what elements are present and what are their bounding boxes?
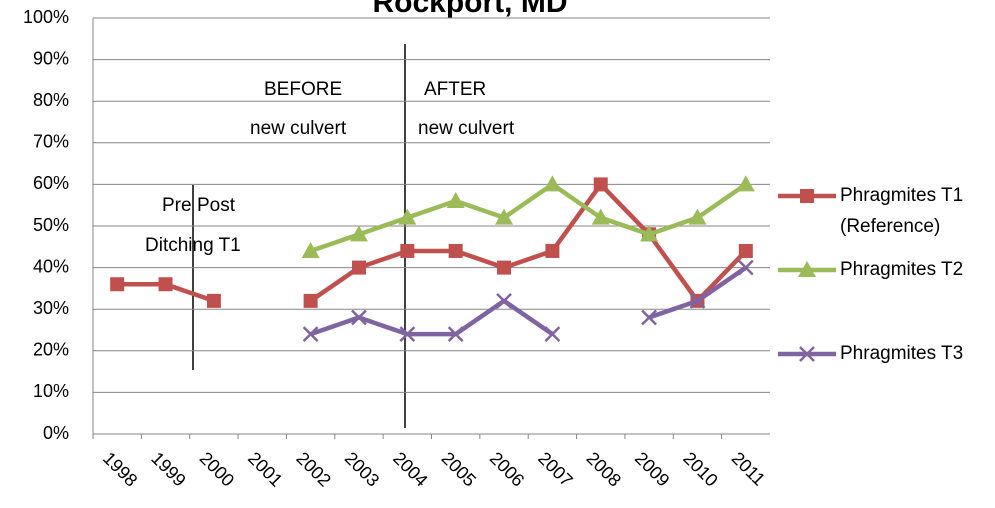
x-tick-label: 2002 bbox=[292, 448, 334, 490]
annotation: Post bbox=[197, 195, 236, 216]
y-tick-label: 10% bbox=[33, 381, 69, 401]
x-tick-label: 2009 bbox=[631, 448, 673, 490]
y-tick-label: 60% bbox=[33, 173, 69, 193]
marker bbox=[303, 293, 318, 308]
marker bbox=[447, 326, 464, 343]
marker bbox=[736, 175, 755, 192]
x-tick-label: 2008 bbox=[583, 448, 625, 490]
y-tick-label: 70% bbox=[33, 132, 69, 152]
annotation: AFTER bbox=[424, 79, 486, 100]
annotation: Pre bbox=[162, 195, 192, 216]
legend-label: Phragmites T2 bbox=[840, 259, 964, 280]
legend-label: Phragmites T1 (Reference) bbox=[840, 185, 964, 237]
x-tick-label: 1999 bbox=[147, 448, 189, 490]
annotation: new culvert bbox=[250, 118, 347, 139]
marker bbox=[688, 208, 707, 225]
marker bbox=[689, 292, 706, 309]
marker bbox=[798, 261, 816, 277]
marker bbox=[799, 346, 815, 362]
x-tick-label: 2005 bbox=[437, 448, 479, 490]
marker bbox=[351, 260, 366, 275]
legend-label: Phragmites T3 bbox=[840, 343, 964, 364]
marker bbox=[446, 192, 465, 209]
annotation: new culvert bbox=[418, 118, 515, 139]
x-tick-label: 2000 bbox=[196, 448, 238, 490]
x-tick-label: 1998 bbox=[99, 448, 141, 490]
marker bbox=[497, 260, 512, 275]
marker bbox=[495, 208, 514, 225]
marker bbox=[302, 326, 319, 343]
marker bbox=[737, 259, 754, 276]
marker bbox=[593, 177, 608, 192]
marker bbox=[110, 277, 125, 292]
y-tick-label: 50% bbox=[33, 215, 69, 235]
marker bbox=[349, 225, 368, 242]
marker bbox=[543, 175, 562, 192]
y-tick-label: 30% bbox=[33, 298, 69, 318]
marker bbox=[351, 309, 367, 326]
marker bbox=[545, 243, 560, 258]
marker bbox=[400, 243, 415, 258]
marker bbox=[301, 241, 320, 258]
y-tick-label: 20% bbox=[33, 340, 69, 360]
marker bbox=[158, 277, 173, 292]
marker bbox=[641, 309, 657, 326]
marker bbox=[206, 293, 221, 308]
y-tick-label: 40% bbox=[33, 256, 69, 276]
marker bbox=[800, 189, 814, 203]
x-tick-label: 2011 bbox=[728, 448, 770, 490]
marker bbox=[544, 326, 561, 343]
series-line bbox=[309, 182, 748, 254]
marker bbox=[398, 208, 417, 225]
marker bbox=[496, 292, 512, 309]
x-tick-label: 2003 bbox=[341, 448, 383, 490]
x-tick-label: 2010 bbox=[679, 448, 721, 490]
marker bbox=[640, 225, 659, 242]
marker bbox=[448, 243, 463, 258]
chart-title: Rockport, MD bbox=[373, 0, 568, 19]
x-tick-label: 2007 bbox=[534, 448, 576, 490]
x-tick-label: 2006 bbox=[486, 448, 528, 490]
y-tick-label: 80% bbox=[33, 90, 69, 110]
marker bbox=[738, 243, 753, 258]
y-tick-label: 100% bbox=[23, 7, 69, 27]
marker bbox=[399, 326, 416, 343]
annotation: BEFORE bbox=[264, 79, 342, 100]
y-tick-label: 90% bbox=[33, 48, 69, 68]
x-tick-label: 2001 bbox=[244, 448, 286, 490]
annotation: Ditching T1 bbox=[145, 235, 241, 256]
y-tick-label: 0% bbox=[43, 423, 69, 443]
x-tick-label: 2004 bbox=[389, 448, 431, 490]
marker bbox=[591, 208, 610, 225]
